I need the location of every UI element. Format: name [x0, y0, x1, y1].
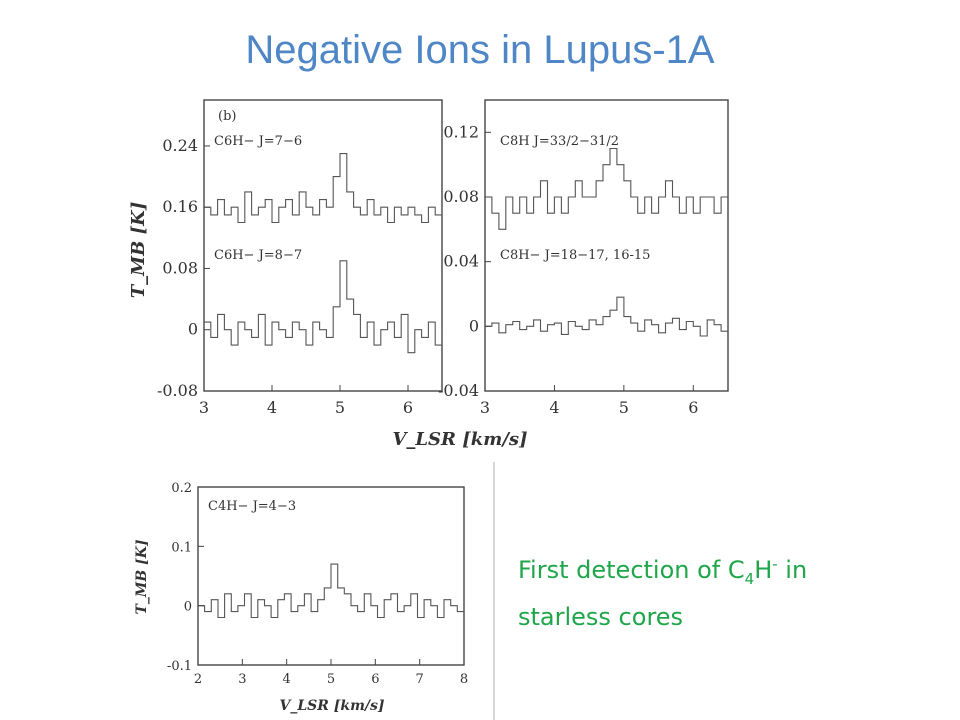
caption-line2: starless cores — [518, 602, 684, 631]
spectrum-left-bottom — [204, 260, 443, 354]
x-axis-title-top: V_LSR [km/s] — [392, 429, 527, 450]
panel-frame-right — [484, 99, 729, 392]
series-label-right-bottom: C8H− J=18−17, 16-15 — [500, 248, 650, 263]
slide-title: Negative Ions in Lupus-1A — [245, 28, 715, 72]
x-tick-label: 6 — [688, 398, 698, 417]
top-spectra-figure: (b) C6H− J=7−6 C6H− J=8−7 3 4 5 6 -0.08 0 0.08… — [128, 99, 729, 450]
caption-mid: H — [754, 556, 773, 584]
x-tick-label: 5 — [327, 672, 335, 687]
y-tick-label: 0 — [184, 600, 192, 615]
y-tick-label: -0.1 — [167, 659, 192, 674]
x-tick-label: 2 — [194, 672, 202, 687]
y-tick-label: 0.2 — [171, 481, 192, 496]
x-tick-label: 6 — [371, 672, 379, 687]
caption-line1-end: in — [777, 556, 808, 584]
spectrum-bottom — [198, 563, 465, 619]
caption-prefix: First detection of C — [518, 556, 745, 584]
series-label-bottom: C4H− J=4−3 — [208, 499, 296, 514]
x-tick-label: 3 — [199, 398, 209, 417]
x-tick-label: 8 — [460, 672, 468, 687]
x-tick-label: 4 — [549, 398, 559, 417]
bottom-panel-edge — [493, 462, 495, 720]
x-axis-title-bottom: V_LSR [km/s] — [279, 698, 384, 714]
x-tick-label: 4 — [267, 398, 277, 417]
x-tick-label: 4 — [283, 672, 291, 687]
y-tick-label: 0.08 — [443, 187, 479, 206]
series-label-left-top: C6H− J=7−6 — [214, 134, 302, 149]
y-axis-title-top: T_MB [K] — [128, 202, 149, 298]
caption-superscript: - — [772, 555, 778, 573]
x-tick-label: 5 — [335, 398, 345, 417]
x-tick-label: 3 — [238, 672, 246, 687]
spectrum-right-bottom — [485, 296, 729, 337]
panel-frame-left — [203, 99, 443, 392]
y-tick-label: 0 — [188, 320, 198, 339]
y-tick-label: 0.08 — [162, 258, 198, 277]
x-tick-label: 5 — [619, 398, 629, 417]
spectrum-right-top — [485, 147, 728, 230]
x-tick-label: 6 — [403, 398, 413, 417]
x-tick-label: 7 — [416, 672, 424, 687]
series-label-right-top: C8H J=33/2−31/2 — [500, 134, 619, 149]
y-tick-label: 0.12 — [443, 122, 479, 141]
panel-tag-left: (b) — [218, 109, 236, 124]
y-tick-label: 0.24 — [162, 136, 198, 155]
bottom-panel-background — [118, 462, 494, 718]
y-tick-label: -0.04 — [438, 381, 479, 400]
y-tick-label: 0.1 — [171, 540, 192, 555]
y-tick-label: 0 — [469, 316, 479, 335]
y-axis-title-bottom: T_MB [K] — [134, 539, 150, 614]
caption-subscript: 4 — [744, 569, 755, 588]
y-tick-label: 0.16 — [162, 197, 198, 216]
spectrum-left-top — [204, 153, 443, 224]
y-tick-label: 0.04 — [443, 252, 479, 271]
x-tick-label: 3 — [480, 398, 490, 417]
bottom-spectrum-figure: C4H− J=4−3 2 3 4 5 6 7 8 -0.1 0 0.1 0.2 T_MB [K] V… — [134, 481, 468, 714]
y-tick-label: -0.08 — [157, 381, 198, 400]
detection-caption: First detection of C4H- in starless core… — [518, 545, 807, 636]
series-label-left-bottom: C6H− J=8−7 — [214, 248, 302, 263]
